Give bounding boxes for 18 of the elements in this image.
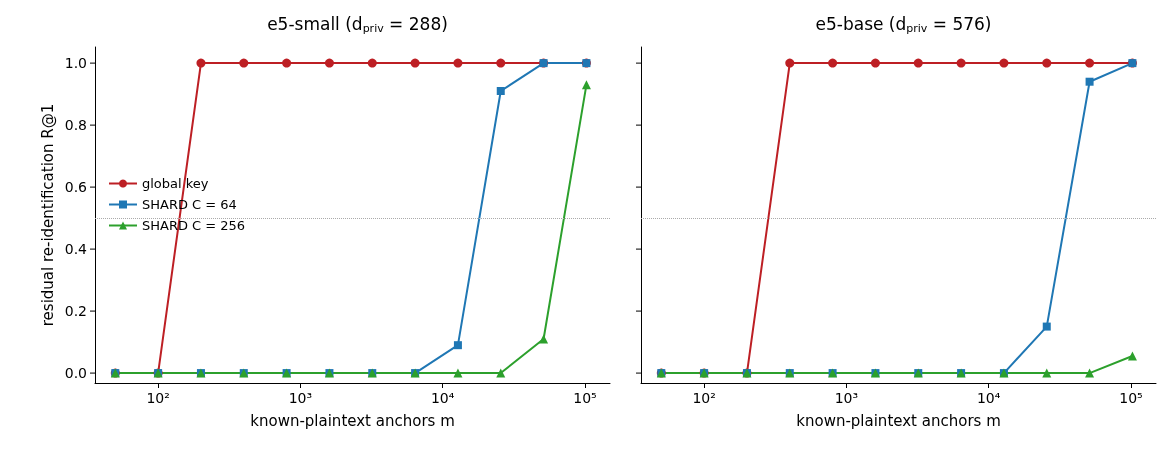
x-tick-label: 10⁵ <box>1119 390 1143 406</box>
y-tick-label: 0.8 <box>64 117 87 134</box>
y-tick-label: 0.2 <box>64 303 87 320</box>
x-tick-label: 10³ <box>288 390 313 406</box>
x-tick-label: 10⁵ <box>573 390 597 406</box>
y-tick-label: 0.0 <box>64 365 87 382</box>
x-tick-label: 10² <box>146 390 170 406</box>
x-tick-label: 10⁴ <box>976 390 1001 406</box>
y-tick-label: 0.6 <box>64 179 88 196</box>
x-axis-title: known-plaintext anchors m <box>250 411 455 430</box>
x-tick-label: 10² <box>692 390 716 406</box>
y-tick-label: 1.0 <box>64 55 87 72</box>
x-axis-title: known-plaintext anchors m <box>796 411 1001 430</box>
y-axis-title: residual re-identification R@1 <box>38 103 57 327</box>
legend-label: global key <box>142 176 209 191</box>
x-tick-label: 10⁴ <box>430 390 455 406</box>
x-tick-label: 10³ <box>834 390 859 406</box>
y-tick-label: 0.4 <box>64 241 88 258</box>
